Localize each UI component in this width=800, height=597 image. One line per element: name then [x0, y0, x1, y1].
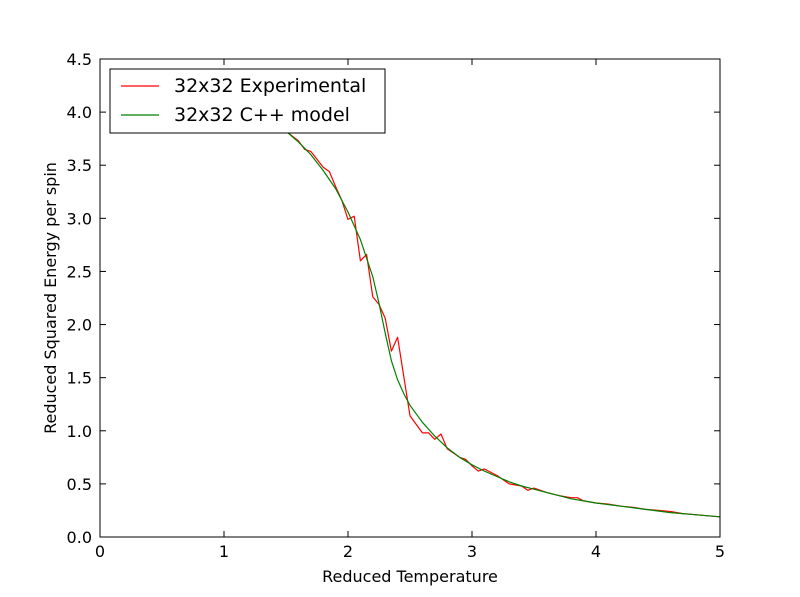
y-tick-label: 3.5 [67, 156, 92, 175]
x-tick-label: 1 [219, 542, 229, 561]
y-tick-label: 0.0 [67, 528, 92, 547]
x-axis-label: Reduced Temperature [322, 567, 498, 586]
plot-frame [99, 58, 721, 538]
legend-label-experimental: 32x32 Experimental [174, 75, 366, 97]
legend: 32x32 Experimental 32x32 C++ model [109, 68, 386, 134]
y-tick-label: 0.5 [67, 475, 92, 494]
legend-label-model: 32x32 C++ model [174, 104, 350, 126]
x-tick-label: 4 [591, 542, 601, 561]
y-axis-label: Reduced Squared Energy per spin [41, 162, 60, 434]
x-tick-label: 5 [715, 542, 725, 561]
x-tick-label: 2 [343, 542, 353, 561]
y-axis: 0.0 0.5 1.0 1.5 2.0 2.5 3.0 3.5 4.0 4.5 [67, 50, 720, 547]
series-line-model [162, 111, 720, 518]
y-tick-label: 3.0 [67, 209, 92, 228]
y-tick-label: 2.5 [67, 262, 92, 281]
y-tick-label: 4.0 [67, 103, 92, 122]
y-tick-label: 1.0 [67, 422, 92, 441]
y-tick-label: 4.5 [67, 50, 92, 69]
y-tick-label: 2.0 [67, 316, 92, 335]
x-axis: 0 1 2 3 4 5 [95, 59, 725, 561]
series-group [162, 111, 720, 518]
x-tick-label: 0 [95, 542, 105, 561]
plot-area [99, 58, 721, 538]
y-tick-label: 1.5 [67, 369, 92, 388]
legend-box [109, 68, 386, 134]
x-tick-label: 3 [467, 542, 477, 561]
